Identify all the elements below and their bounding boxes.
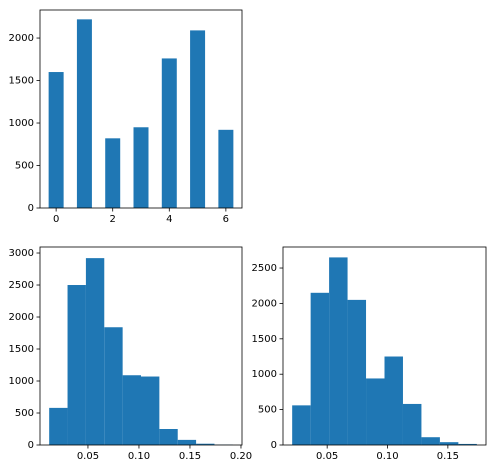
y-tick-label: 1500: [9, 76, 34, 87]
y-tick-label: 2000: [9, 33, 34, 44]
bar: [48, 72, 64, 208]
x-tick-label: 0.10: [376, 451, 398, 462]
y-tick-label: 500: [15, 161, 34, 172]
y-tick-label: 2000: [252, 298, 277, 309]
x-tick-label: 2: [110, 214, 116, 225]
histogram-bar: [402, 403, 422, 445]
y-tick-label: 1500: [252, 334, 277, 345]
histogram-bar: [67, 285, 86, 445]
y-tick-label: 500: [15, 408, 34, 419]
histogram-bar: [310, 292, 330, 445]
histogram-bar: [421, 437, 440, 445]
histogram-bar: [104, 327, 123, 445]
histogram-bar: [366, 378, 385, 445]
y-tick-label: 2500: [9, 280, 34, 291]
histogram-bar: [177, 439, 197, 445]
axes-frame: [39, 246, 243, 446]
axes-frame: [282, 246, 487, 446]
axes-frame: [39, 9, 243, 209]
x-tick-label: 6: [223, 214, 229, 225]
x-tick-label: 0.15: [437, 451, 459, 462]
y-tick-label: 1000: [9, 118, 34, 129]
y-tick-label: 1500: [9, 344, 34, 355]
x-tick-label: 0.10: [128, 451, 150, 462]
y-tick-label: 1000: [9, 376, 34, 387]
bar: [76, 19, 92, 208]
x-tick-label: 0.05: [77, 451, 99, 462]
bar: [133, 127, 149, 208]
histogram-bar: [292, 405, 311, 445]
bar: [105, 138, 121, 208]
y-tick-label: 2000: [9, 312, 34, 323]
histogram-bar: [85, 258, 105, 445]
y-tick-label: 2500: [252, 263, 277, 274]
histogram-bar: [196, 443, 215, 445]
histogram-bar: [159, 429, 178, 445]
histogram-bar: [458, 443, 477, 445]
y-tick-label: 500: [258, 405, 277, 416]
x-tick-label: 4: [166, 214, 172, 225]
y-tick-label: 0: [271, 440, 277, 451]
histogram-bar: [141, 376, 160, 445]
y-tick-label: 0: [28, 440, 34, 451]
bar: [161, 58, 177, 208]
x-tick-label: 0.05: [316, 451, 338, 462]
bar: [190, 30, 206, 208]
histogram-bar: [439, 442, 459, 445]
histogram-bar: [329, 257, 348, 445]
histogram-bar: [49, 407, 68, 445]
y-tick-label: 3000: [9, 248, 34, 259]
y-tick-label: 0: [28, 203, 34, 214]
bar: [218, 129, 234, 208]
x-tick-label: 0: [53, 214, 59, 225]
histogram-bar: [122, 375, 141, 445]
x-tick-label: 0.20: [230, 451, 252, 462]
y-tick-label: 1000: [252, 369, 277, 380]
histogram-bar: [384, 356, 403, 445]
histogram-bar: [347, 299, 367, 445]
x-tick-label: 0.15: [179, 451, 201, 462]
